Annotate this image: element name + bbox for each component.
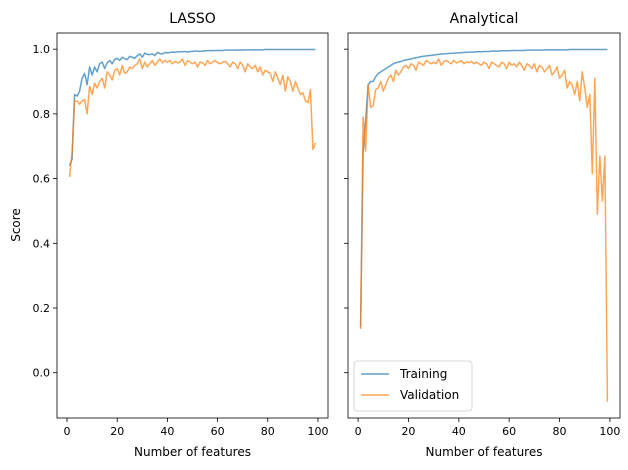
x-tick-label: 60 [502,425,516,438]
x-tick-label: 100 [307,425,328,438]
panel-analytical-frame [347,32,621,419]
y-tick-label: 0.4 [33,237,51,250]
y-tick-label: 1.0 [33,43,51,56]
y-tick-label: 0.0 [33,367,51,380]
panel-lasso-y-ticks: 0.0 0.2 0.4 0.6 0.8 1.0 [33,43,57,380]
training-line [68,48,316,166]
legend-validation-label: Validation [400,388,459,402]
legend: Training Validation [353,360,473,412]
y-axis-label: Score [9,208,23,242]
x-tick-label: 80 [261,425,275,438]
y-tick-label: 0.2 [33,302,51,315]
validation-line [68,58,317,178]
x-tick-label: 40 [160,425,174,438]
y-tick-label: 0.8 [33,108,51,121]
x-tick-label: 0 [64,425,71,438]
panel-lasso-frame [56,32,329,419]
panel-lasso-x-ticks: 0 20 40 60 80 100 [64,418,328,438]
panel-lasso-title: LASSO [169,11,216,27]
panel-analytical-y-ticks [344,48,348,374]
panel-lasso-lines [68,48,317,178]
x-tick-label: 40 [452,425,466,438]
y-tick-label: 0.6 [33,173,51,186]
x-tick-label: 60 [211,425,225,438]
panel-analytical-title: Analytical [450,11,519,27]
x-tick-label: 20 [110,425,124,438]
x-tick-label: 0 [355,425,362,438]
panel-lasso-xlabel: Number of features [134,445,251,459]
training-line [359,48,608,328]
panel-analytical-x-ticks: 0 20 40 60 80 100 [355,418,620,438]
panel-lasso: LASSO 0.0 0.2 0.4 0.6 0.8 1.0 0 20 40 60 80 100 Nu… [9,11,328,459]
panel-analytical: Analytical 0 20 40 60 80 100 Number of featur… [344,11,620,459]
validation-line [359,58,609,402]
x-tick-label: 80 [553,425,567,438]
x-tick-label: 20 [401,425,415,438]
panel-analytical-lines [359,48,609,402]
panel-analytical-xlabel: Number of features [426,445,543,459]
legend-training-label: Training [399,367,447,381]
x-tick-label: 100 [599,425,620,438]
